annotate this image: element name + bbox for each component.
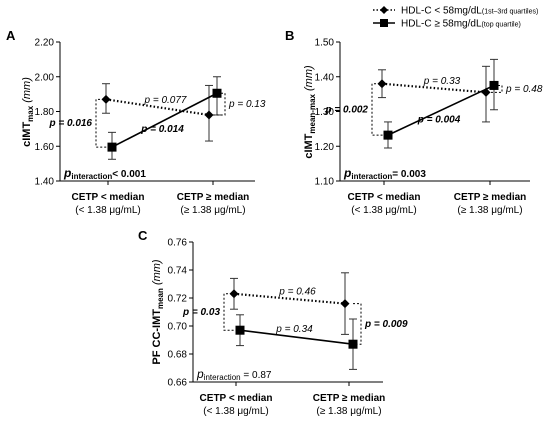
bracket-right (490, 84, 503, 93)
square-icon (380, 19, 388, 27)
right-bracket-p-value: p = 0.009 (364, 319, 408, 330)
y-tick-label: 1.50 (315, 38, 335, 49)
x-category-sublabel: (< 1.38 μg/mL) (203, 406, 269, 417)
legend-item: HDL-C ≥ 58mg/dL(top quartile) (373, 19, 521, 30)
series-line (381, 82, 487, 94)
interaction-p-value: pinteraction= 0.003 (343, 166, 426, 181)
y-tick-label: 0.68 (168, 350, 188, 361)
series-line (387, 84, 495, 136)
y-tick-label: 1.40 (35, 177, 55, 188)
legend: HDL-C < 58mg/dL(1st–3rd quartiles) HDL-C … (373, 6, 538, 30)
legend-label: HDL-C ≥ 58mg/dL(top quartile) (401, 19, 521, 30)
series-line (105, 98, 210, 117)
x-category-sublabel: (≥ 1.38 μg/mL) (316, 406, 381, 417)
x-category-sublabel: (< 1.38 μg/mL) (351, 205, 417, 216)
x-category-label: CETP < median (72, 192, 145, 203)
x-category-label: CETP < median (348, 192, 421, 203)
series-line (111, 92, 218, 148)
y-tick-label: 2.20 (35, 38, 55, 49)
legend-label: HDL-C < 58mg/dL(1st–3rd quartiles) (401, 6, 538, 17)
series-solid (383, 58, 499, 149)
data-point-square (107, 142, 117, 152)
y-tick-label: 0.74 (168, 266, 188, 277)
series-solid (235, 314, 358, 370)
solid-line-p-value: p = 0.014 (140, 124, 184, 135)
y-axis-label: cIMTmax (mm) (21, 77, 35, 147)
y-axis-label: cIMTmean-max (mm) (303, 65, 317, 159)
bracket-right (213, 92, 226, 116)
bracket-left (371, 83, 384, 136)
y-tick-label: 0.70 (168, 322, 188, 333)
y-tick-label: 0.72 (168, 294, 188, 305)
data-point-diamond (340, 299, 350, 309)
bracket-right (349, 303, 362, 345)
y-tick-label: 1.60 (35, 142, 55, 153)
x-category-label: CETP ≥ median (313, 393, 386, 404)
x-category-label: CETP ≥ median (177, 192, 250, 203)
y-tick-label: 0.66 (168, 378, 188, 389)
panel-letter: C (138, 228, 148, 243)
series-line (239, 329, 354, 345)
left-bracket-p-value: p = 0.03 (182, 307, 220, 318)
dotted-line-p-value: p = 0.33 (423, 76, 461, 87)
bracket-left (223, 293, 236, 331)
series-line (233, 292, 346, 305)
y-tick-label: 1.30 (315, 107, 335, 118)
data-point-square (383, 130, 393, 140)
data-point-square (235, 325, 245, 335)
dotted-line-p-value: p = 0.46 (278, 287, 316, 298)
data-point-diamond (101, 94, 111, 104)
panel-letter: A (6, 28, 16, 43)
x-category-sublabel: (< 1.38 μg/mL) (75, 205, 141, 216)
y-axis-label: PF CC-IMTmean (mm) (151, 259, 165, 365)
y-tick-label: 1.80 (35, 107, 55, 118)
panel-letter: B (285, 28, 294, 43)
solid-line-p-value: p = 0.34 (275, 324, 313, 335)
x-category-label: CETP ≥ median (454, 192, 527, 203)
bracket-left (95, 98, 108, 148)
series-solid (107, 76, 222, 160)
y-tick-label: 1.10 (315, 177, 335, 188)
diamond-icon (380, 6, 388, 14)
panel-c: C 0.66 0.68 0.70 0.72 0.74 0.76 CETP < median (<… (138, 228, 408, 417)
data-point-diamond (377, 79, 387, 89)
left-bracket-p-value: p = 0.002 (324, 104, 368, 115)
interaction-p-value: pinteraction< 0.001 (63, 166, 146, 181)
dotted-line-p-value: p = 0.077 (144, 95, 187, 106)
panel-a: A 1.40 1.60 1.80 2.00 2.20 CETP < median (< 1.3… (6, 28, 266, 216)
series-dotted (101, 83, 214, 142)
interaction-p-value: pinteraction = 0.87 (196, 367, 272, 382)
y-tick-label: 2.00 (35, 72, 55, 83)
data-point-diamond (204, 110, 214, 120)
right-bracket-p-value: p = 0.48 (505, 84, 543, 95)
data-point-diamond (229, 289, 239, 299)
right-bracket-p-value: p = 0.13 (228, 99, 266, 110)
x-category-sublabel: (≥ 1.38 μg/mL) (180, 205, 245, 216)
x-category-label: CETP < median (200, 393, 273, 404)
series-dotted (229, 272, 350, 335)
left-bracket-p-value: p = 0.016 (48, 118, 92, 129)
x-category-sublabel: (≥ 1.38 μg/mL) (457, 205, 522, 216)
legend-item: HDL-C < 58mg/dL(1st–3rd quartiles) (373, 6, 538, 17)
panel-b: B 1.10 1.20 1.30 1.40 1.50 CETP < median (< 1.3… (285, 28, 543, 216)
y-tick-label: 1.40 (315, 72, 335, 83)
solid-line-p-value: p = 0.004 (417, 114, 461, 125)
y-tick-label: 0.76 (168, 238, 188, 249)
y-tick-label: 1.20 (315, 142, 335, 153)
